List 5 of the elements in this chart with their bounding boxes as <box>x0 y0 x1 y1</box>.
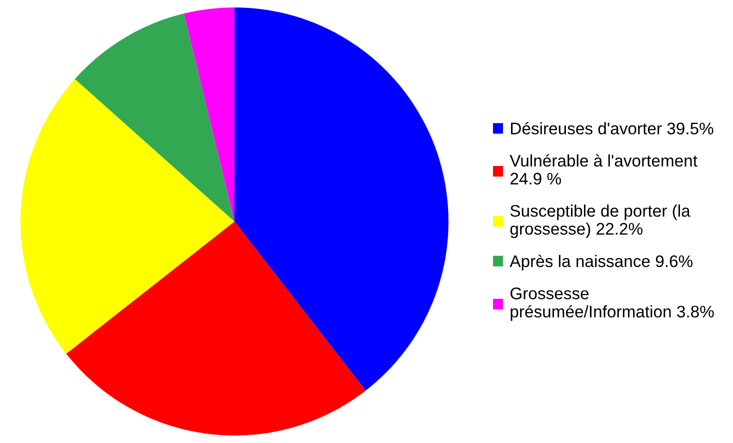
legend-label: Susceptible de porter (la grossesse) 22.2% <box>510 204 690 238</box>
legend-label: Désireuses d'avorter 39.5% <box>511 122 714 134</box>
legend-label: Vulnérable à l'avortement 24.9 % <box>510 154 698 185</box>
legend-label: Après la naissance 9.6% <box>510 254 693 270</box>
legend-label: Grossesse présumée/Information 3.8% <box>510 288 714 321</box>
